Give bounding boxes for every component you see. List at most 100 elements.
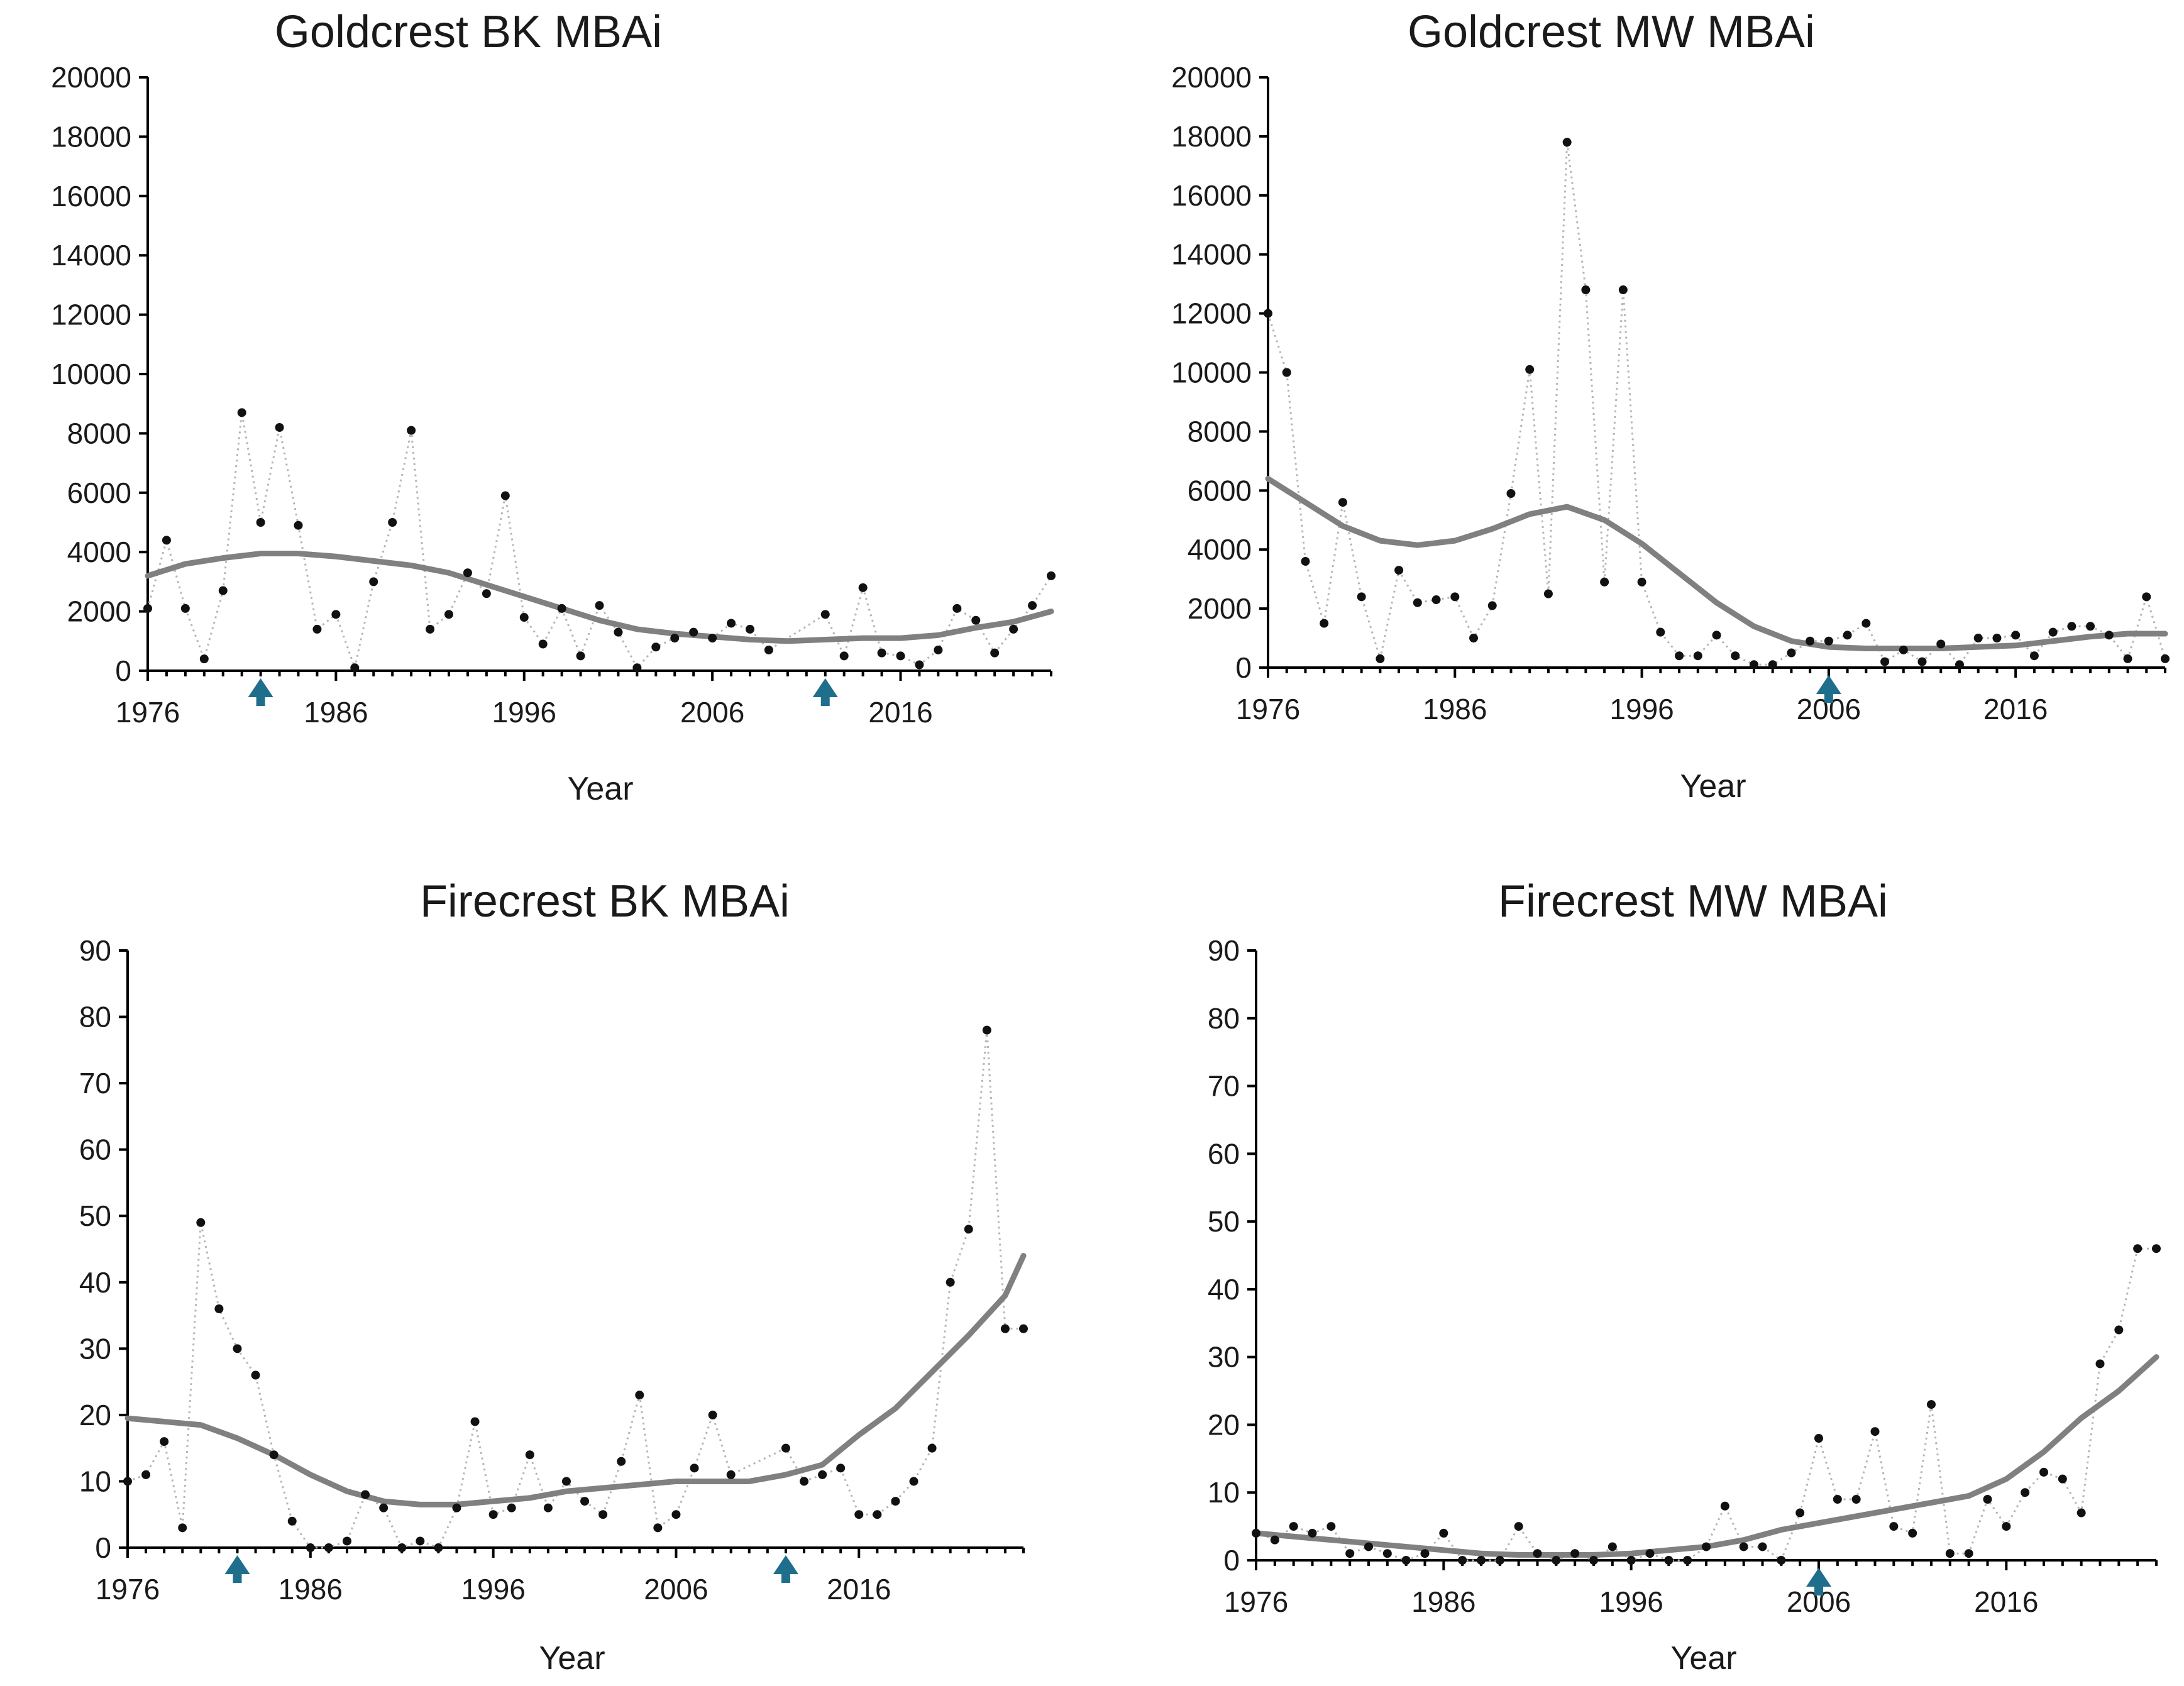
data-point	[1514, 1522, 1523, 1531]
data-point	[595, 601, 604, 610]
data-point	[1487, 601, 1497, 610]
y-tick-label: 60	[1208, 1137, 1240, 1170]
trend-line	[124, 1253, 1027, 1507]
data-point	[214, 1304, 224, 1313]
data-point	[971, 615, 981, 625]
x-tick-label: 1976	[1236, 693, 1300, 725]
y-tick-label: 60	[79, 1133, 111, 1166]
y-tick-label: 20000	[1171, 61, 1252, 94]
data-point	[1645, 1549, 1655, 1558]
data-point	[820, 610, 830, 619]
data-point	[525, 1450, 534, 1460]
data-point	[294, 521, 303, 530]
data-point	[1506, 488, 1516, 498]
data-point	[858, 583, 868, 592]
data-point	[306, 1543, 315, 1552]
panel-goldcrest-bk: Goldcrest BK MBAi Year 0 2000 4000 6000 8000…	[51, 7, 1056, 807]
trend-line	[145, 551, 1054, 644]
y-tick-label: 30	[1208, 1341, 1240, 1374]
data-point	[1477, 1556, 1486, 1565]
panel-goldcrest-mw: Goldcrest MW MBAi Year 0 2000 4000 6000 8000…	[1171, 7, 2170, 805]
data-point	[576, 651, 585, 661]
data-point	[2104, 631, 2114, 640]
data-point	[519, 613, 529, 622]
y-tick-label: 14000	[1171, 238, 1252, 271]
y-tick-label: 2000	[1188, 592, 1252, 625]
data-point	[1525, 365, 1535, 374]
y-tick-label: 10	[1208, 1476, 1240, 1509]
data-point	[891, 1497, 900, 1506]
data-point	[331, 610, 341, 619]
data-point	[141, 1470, 151, 1479]
data-point	[635, 1391, 644, 1400]
data-point	[1824, 636, 1833, 646]
data-point	[1289, 1522, 1298, 1531]
data-point	[452, 1503, 461, 1512]
data-point	[1945, 1549, 1955, 1558]
data-point	[1806, 636, 1815, 646]
data-point	[2067, 622, 2076, 631]
data-point	[1394, 566, 1404, 575]
data-point	[444, 610, 453, 619]
y-tick-label: 6000	[67, 477, 131, 509]
x-tick-label: 1976	[1224, 1585, 1288, 1618]
data-point	[1326, 1522, 1336, 1531]
data-point	[2002, 1522, 2011, 1531]
data-point	[708, 1410, 717, 1419]
data-point	[1656, 627, 1665, 637]
data-point	[1693, 651, 1702, 661]
data-point	[143, 603, 152, 613]
data-point	[653, 1523, 663, 1533]
period-marker-arrow	[773, 1555, 798, 1583]
data-point	[1552, 1556, 1561, 1565]
data-point	[1589, 1556, 1598, 1565]
chart-title: Firecrest MW MBAi	[1498, 876, 1888, 927]
y-tick-label: 40	[79, 1266, 111, 1299]
data-point	[1320, 619, 1329, 628]
data-point	[463, 568, 472, 578]
data-point	[1936, 639, 1946, 649]
data-point	[426, 624, 435, 634]
data-point	[507, 1503, 516, 1512]
data-point	[160, 1437, 169, 1446]
data-point	[632, 663, 642, 673]
data-point	[982, 1025, 991, 1035]
data-point	[1712, 631, 1721, 640]
data-point	[746, 624, 754, 634]
data-point	[1420, 1549, 1430, 1558]
trend-line	[1253, 1354, 2159, 1558]
data-point	[324, 1543, 333, 1552]
data-point	[2011, 631, 2021, 640]
x-tick-label: 1996	[461, 1573, 525, 1606]
x-axis-label: Year	[567, 771, 633, 807]
x-axis-label: Year	[539, 1640, 605, 1677]
data-point	[1458, 1556, 1467, 1565]
data-point	[726, 1470, 736, 1479]
data-point	[361, 1490, 370, 1499]
y-tick-label: 20	[79, 1399, 111, 1431]
data-point	[500, 491, 510, 500]
data-point	[836, 1463, 846, 1473]
x-tick-label: 1986	[1411, 1585, 1475, 1618]
data-point	[1955, 660, 1964, 669]
data-point	[800, 1477, 809, 1486]
data-point	[2021, 1488, 2030, 1497]
data-point	[388, 518, 397, 527]
x-tick-label: 1996	[1609, 693, 1674, 725]
data-point	[2133, 1244, 2143, 1253]
x-axis-label: Year	[1680, 768, 1746, 805]
data-point	[416, 1536, 425, 1546]
data-point	[2039, 1467, 2048, 1477]
y-tick-label: 16000	[51, 180, 131, 212]
y-tick-label: 0	[115, 654, 131, 687]
data-point	[256, 518, 265, 527]
data-point	[818, 1470, 827, 1479]
data-point	[1720, 1501, 1729, 1511]
data-point	[946, 1277, 955, 1287]
data-point	[1270, 1535, 1279, 1545]
data-point	[275, 422, 284, 432]
data-point	[1450, 592, 1460, 602]
data-point	[1889, 1522, 1899, 1531]
data-point	[1880, 657, 1890, 666]
data-point	[877, 648, 886, 658]
